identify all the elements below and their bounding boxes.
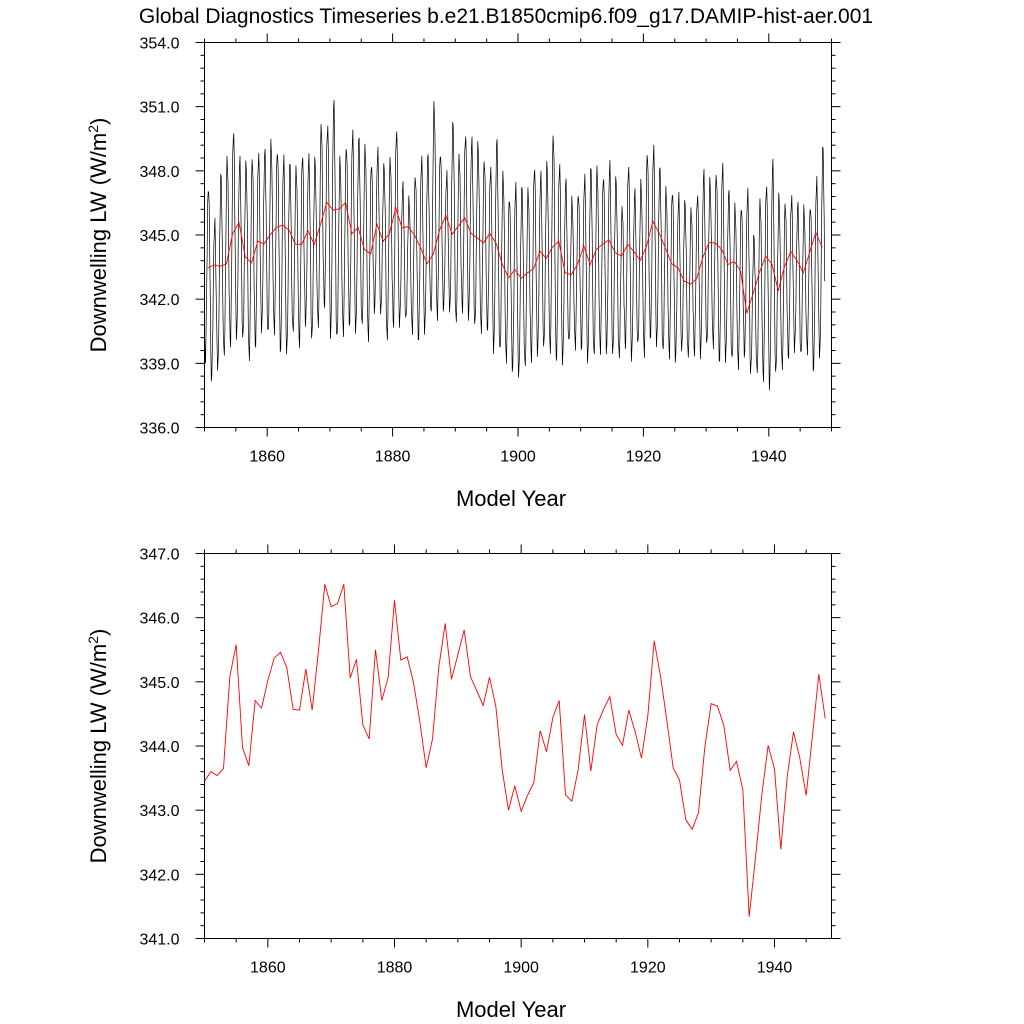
monthly-series-line <box>204 100 826 391</box>
top-annual-series-line <box>207 201 823 314</box>
bottom-y-axis-title: Downwelling LW (W/m2) <box>85 629 111 864</box>
top-y-tick-label: 345.0 <box>139 228 179 245</box>
bottom-tick-labels: 1860 1880 1900 1920 1940 341.0 342.0 343.0 344.0… <box>139 547 792 977</box>
top-series-layer <box>204 100 826 391</box>
bottom-panel: 1860 1880 1900 1920 1940 341.0 342.0 343.0 344.0… <box>85 544 841 1022</box>
top-x-axis-title: Model Year <box>456 486 566 511</box>
top-plot-frame <box>204 42 832 428</box>
bottom-y-tick-label: 342.0 <box>139 867 179 884</box>
top-x-tick-label: 1940 <box>751 449 787 466</box>
top-x-tick-label: 1900 <box>500 449 536 466</box>
top-y-tick-label: 351.0 <box>139 100 179 117</box>
top-x-tick-label: 1920 <box>626 449 662 466</box>
bottom-annual-series-line <box>204 584 826 917</box>
bottom-y-tick-label: 341.0 <box>139 932 179 949</box>
top-tick-labels: 1860 1880 1900 1920 1940 336.0 339.0 342.0 345.0… <box>139 36 786 466</box>
bottom-x-tick-label: 1920 <box>630 960 666 977</box>
bottom-x-tick-label: 1940 <box>757 960 793 977</box>
bottom-y-tick-label: 344.0 <box>139 739 179 756</box>
top-y-tick-label: 336.0 <box>139 421 179 438</box>
top-y-tick-label: 342.0 <box>139 292 179 309</box>
bottom-y-tick-label: 346.0 <box>139 611 179 628</box>
bottom-y-tick-label: 347.0 <box>139 547 179 564</box>
figure-title: Global Diagnostics Timeseries b.e21.B185… <box>139 5 873 28</box>
top-y-tick-label: 348.0 <box>139 164 179 181</box>
bottom-y-tick-label: 343.0 <box>139 803 179 820</box>
bottom-plot-frame <box>204 553 832 939</box>
top-ticks-layer <box>195 33 841 437</box>
top-y-tick-label: 354.0 <box>139 36 179 53</box>
bottom-x-tick-label: 1880 <box>377 960 413 977</box>
top-panel: 1860 1880 1900 1920 1940 336.0 339.0 342.0 345.0… <box>85 33 841 511</box>
bottom-x-axis-title: Model Year <box>456 997 566 1022</box>
top-y-axis-title: Downwelling LW (W/m2) <box>85 118 111 353</box>
top-y-tick-label: 339.0 <box>139 356 179 373</box>
bottom-series-layer <box>204 584 826 917</box>
bottom-x-tick-label: 1900 <box>503 960 539 977</box>
bottom-x-tick-label: 1860 <box>250 960 286 977</box>
top-x-tick-label: 1860 <box>249 449 285 466</box>
bottom-ticks-layer <box>195 544 841 948</box>
bottom-y-tick-label: 345.0 <box>139 675 179 692</box>
top-x-tick-label: 1880 <box>375 449 411 466</box>
